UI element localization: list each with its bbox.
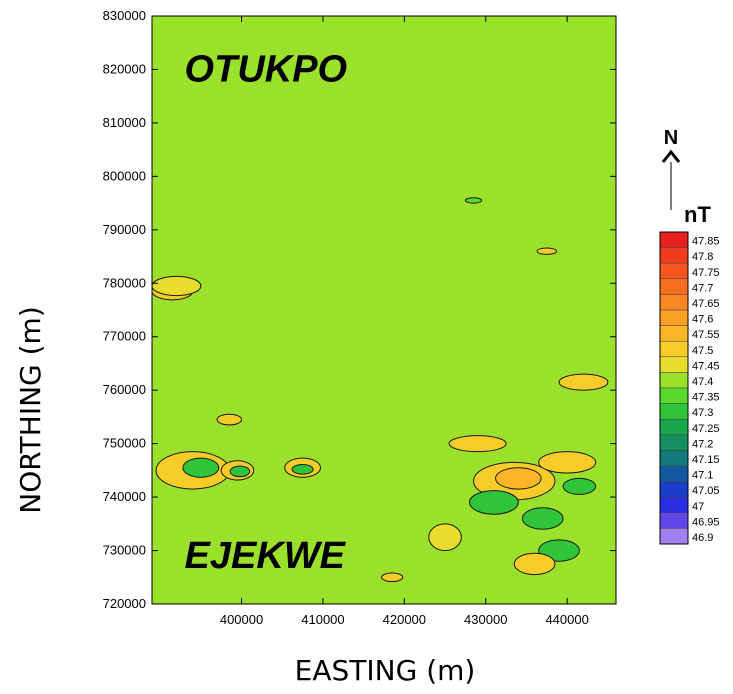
legend-swatch (659, 372, 689, 389)
legend-swatch (659, 340, 689, 358)
contour-zone-20 (381, 572, 404, 583)
north-arrow-label: N (664, 127, 678, 149)
y-tick-label: 810000 (103, 115, 146, 130)
contour-zone-13 (521, 507, 564, 530)
legend: nT 47.85 47.8 47.75 47.7 47.65 47.6 47.55 47.5 4… (659, 202, 720, 545)
legend-label: 47.05 (692, 485, 720, 497)
legend-label: 47.2 (692, 438, 713, 450)
contour-zone-3 (229, 465, 251, 478)
legend-label: 47.4 (692, 376, 713, 388)
legend-label: 47.8 (692, 251, 713, 263)
contour-zone-16 (538, 451, 597, 474)
y-axis-title: NORTHING (m) (14, 306, 47, 513)
legend-swatch (659, 528, 689, 545)
legend-swatch (659, 481, 689, 498)
legend-label: 47.65 (692, 298, 720, 310)
y-tick-label: 830000 (103, 8, 146, 23)
contour-zone-21 (536, 247, 558, 255)
contour-zone-11 (495, 467, 542, 490)
contour-zone-22 (464, 197, 483, 204)
legend-title: nT (684, 202, 711, 227)
legend-label: 47.25 (692, 423, 720, 435)
legend-label: 47.35 (692, 392, 720, 404)
contour-zone-9 (448, 435, 507, 453)
x-tick-label: 400000 (220, 612, 263, 627)
legend-swatch (659, 465, 689, 482)
legend-swatch (659, 309, 689, 326)
legend-label: 47.55 (692, 329, 720, 341)
legend-label: 47.6 (692, 314, 713, 326)
contour-zone-17 (562, 477, 597, 495)
north-arrow: N (661, 127, 681, 210)
x-axis: 400000 410000 420000 430000 440000 (220, 16, 589, 627)
y-tick-label: 720000 (103, 596, 146, 611)
contour-zone-15 (558, 373, 609, 391)
legend-swatch (659, 356, 689, 373)
legend-swatch (659, 262, 689, 280)
contour-zone-6 (216, 413, 243, 426)
legend-swatch (659, 403, 689, 420)
place-label-ejekwe: EJEKWE (185, 535, 347, 577)
contour-zone-12 (468, 490, 519, 515)
y-tick-label: 800000 (103, 168, 146, 183)
y-tick-label: 770000 (103, 329, 146, 344)
place-labels: OTUKPO EJEKWE (185, 48, 348, 576)
contour-zone-18 (513, 552, 556, 576)
contour-zone-1 (182, 457, 220, 478)
legend-label: 46.95 (692, 516, 720, 528)
legend-label: 46.9 (692, 532, 713, 544)
legend-swatch (659, 231, 689, 248)
y-tick-label: 780000 (103, 275, 146, 290)
legend-label: 47.45 (692, 360, 720, 372)
legend-swatch (659, 294, 689, 311)
legend-swatch (659, 512, 689, 529)
legend-label: 47.85 (692, 236, 720, 248)
contour-zone-19 (428, 523, 462, 552)
y-axis: 720000 730000 740000 750000 760000 770000 7800… (103, 8, 616, 611)
legend-label: 47.3 (692, 407, 713, 419)
place-label-otukpo: OTUKPO (185, 48, 348, 90)
x-tick-label: 440000 (545, 612, 588, 627)
legend-label: 47.75 (692, 267, 720, 279)
y-tick-label: 760000 (103, 382, 146, 397)
x-axis-title: EASTING (m) (295, 654, 476, 687)
legend-frame (659, 231, 689, 545)
x-tick-label: 430000 (464, 612, 507, 627)
legend-label: 47.15 (692, 454, 720, 466)
y-tick-label: 740000 (103, 489, 146, 504)
contour-zone-5 (291, 463, 314, 475)
legend-swatch (659, 418, 689, 436)
north-arrow-icon (661, 149, 681, 163)
contour-zone-8 (151, 275, 202, 297)
x-tick-label: 420000 (383, 612, 426, 627)
legend-swatch (659, 247, 689, 264)
legend-swatch (659, 496, 689, 514)
legend-label: 47.1 (692, 470, 713, 482)
legend-label: 47.5 (692, 345, 713, 357)
plot-background (151, 15, 617, 605)
y-tick-label: 790000 (103, 222, 146, 237)
legend-swatch (659, 278, 689, 295)
legend-label: 47 (692, 501, 704, 513)
plot-area (151, 15, 617, 605)
y-tick-label: 730000 (103, 543, 146, 558)
y-tick-label: 750000 (103, 436, 146, 451)
legend-label: 47.7 (692, 282, 713, 294)
y-tick-label: 820000 (103, 61, 146, 76)
x-tick-label: 410000 (301, 612, 344, 627)
legend-swatch (659, 387, 689, 404)
legend-swatch (659, 450, 689, 467)
legend-swatch (659, 325, 689, 342)
legend-swatch (659, 434, 689, 451)
